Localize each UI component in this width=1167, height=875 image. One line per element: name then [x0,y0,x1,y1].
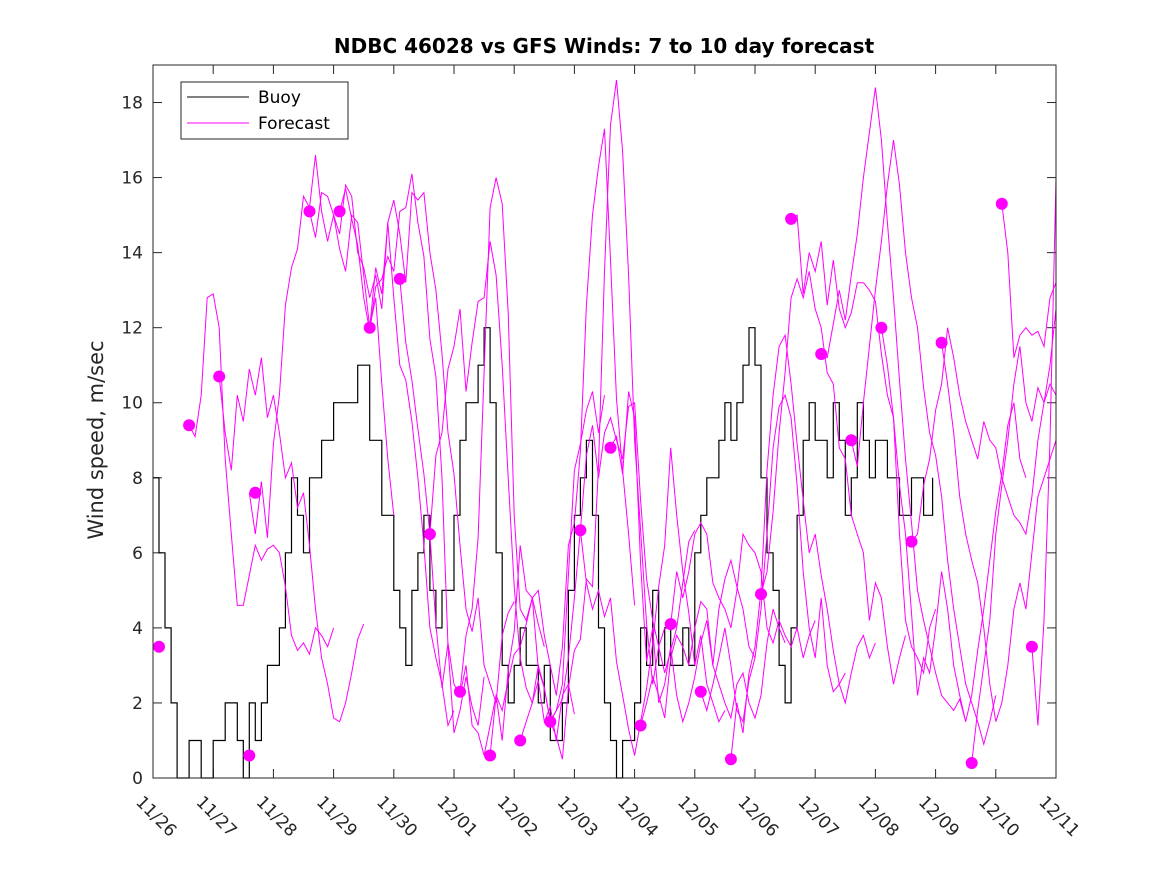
forecast-line [218,357,365,723]
forecast-marker [249,486,262,499]
forecast-line [971,308,1057,764]
forecast-markers [153,197,1038,769]
legend: Buoy Forecast [180,81,349,140]
forecast-marker [454,685,466,698]
forecast-line [1001,203,1057,358]
forecast-marker [905,535,918,548]
forecast-marker [514,734,527,747]
forecast-line [429,241,575,741]
y-tick-label: 10 [121,394,143,414]
y-tick-label: 4 [132,619,143,639]
forecast-line [369,191,515,704]
y-tick-label: 6 [132,544,143,564]
forecast-line [911,327,1057,542]
forecast-line [309,183,455,728]
forecast-line [700,393,846,724]
forecast-marker [634,719,647,732]
y-tick-label: 12 [121,319,143,339]
forecast-line [640,600,786,726]
forecast-marker [815,348,828,360]
forecast-marker [423,528,436,541]
forecast-line [820,87,967,722]
plot-frame [152,64,1057,779]
forecast-marker [243,749,256,762]
forecast-line [339,173,485,734]
forecast-series [188,79,1057,764]
forecast-line [850,140,997,747]
forecast-marker [183,419,196,432]
buoy-line [153,327,934,779]
chart-title: NDBC 46028 vs GFS Winds: 7 to 10 day for… [334,34,875,58]
forecast-marker [544,715,557,728]
forecast-line [760,271,906,685]
y-tick-label: 2 [132,694,143,714]
forecast-marker [845,434,858,447]
forecast-line [880,327,1027,722]
forecast-marker [664,618,677,631]
forecast-marker [604,441,617,454]
forecast-line [489,128,636,756]
forecast-marker [333,205,346,218]
forecast-line [790,214,937,675]
forecast-marker [995,197,1008,210]
forecast-marker [393,272,406,285]
y-tick-label: 8 [132,469,143,489]
forecast-marker [785,212,798,225]
forecast-marker [875,321,888,334]
forecast-marker [213,370,226,383]
forecast-marker [574,524,587,537]
forecast-marker [965,757,978,769]
forecast-line [1031,177,1057,726]
y-tick-label: 14 [121,244,143,264]
legend-buoy-label: Buoy [258,88,301,108]
forecast-marker [303,205,316,218]
y-tick-label: 16 [121,169,143,189]
legend-box [180,81,349,140]
forecast-line [670,521,816,659]
y-axis-label: Wind speed, m/sec [84,340,108,539]
forecast-line [399,278,545,756]
forecast-line [730,333,876,760]
y-tick-label: 0 [132,769,143,789]
forecast-line [610,391,756,724]
forecast-marker [724,753,737,766]
forecast-line [579,447,726,756]
buoy-series [153,327,934,779]
forecast-marker [1025,640,1038,653]
forecast-line [519,79,666,760]
forecast-marker [755,588,767,601]
y-tick-label: 18 [121,94,143,114]
forecast-marker [363,321,376,334]
forecast-line [941,342,1057,722]
forecast-marker [694,685,707,698]
forecast-marker [484,749,497,762]
legend-forecast-label: Forecast [258,114,330,134]
forecast-marker [153,640,165,653]
forecast-line [188,293,335,656]
forecast-marker [935,336,948,349]
